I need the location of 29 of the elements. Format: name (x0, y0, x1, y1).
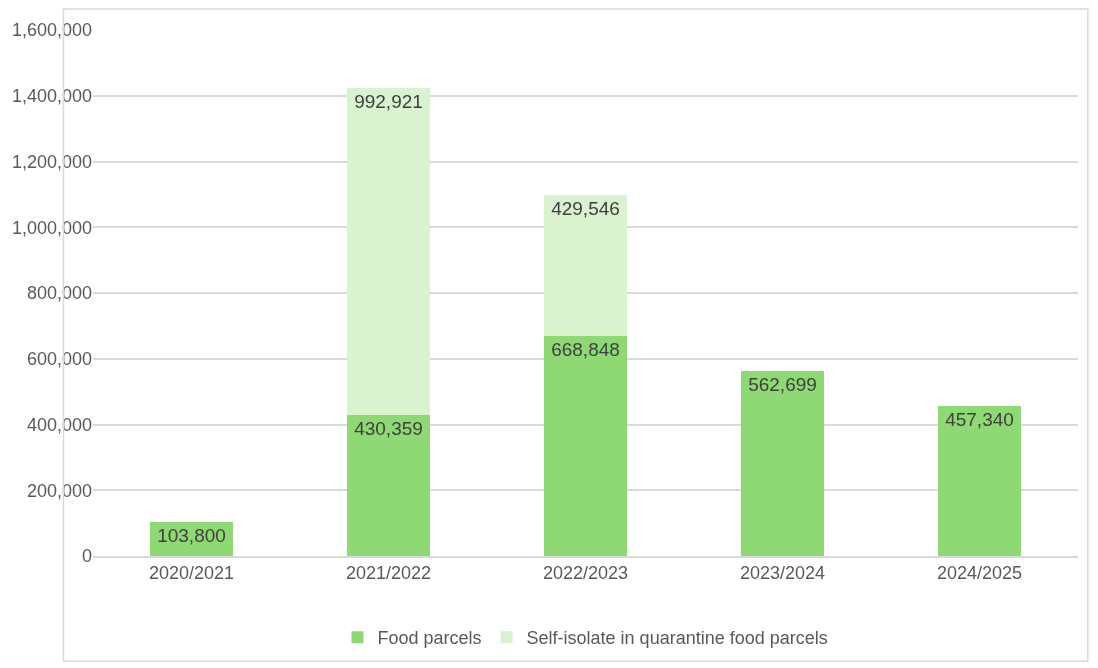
data-label: 562,699 (748, 374, 817, 396)
y-tick-label: 1,200,000 (11, 151, 92, 172)
bar (741, 371, 824, 556)
legend-label: Self-isolate in quarantine food parcels (526, 628, 828, 649)
bar (544, 336, 627, 556)
y-tick-label: 1,000,000 (11, 217, 92, 238)
bar (938, 405, 1021, 556)
y-tick-label: 200,000 (26, 480, 92, 501)
bar (347, 88, 430, 415)
x-tick-label: 2021/2022 (345, 563, 432, 584)
x-tick-label: 2020/2021 (148, 563, 235, 584)
y-tick-label: 800,000 (26, 283, 92, 304)
data-label: 668,848 (551, 339, 620, 361)
x-tick-label: 2022/2023 (542, 563, 629, 584)
bar (544, 194, 627, 337)
data-label: 457,340 (945, 408, 1014, 430)
legend-label: Food parcels (377, 628, 482, 649)
y-tick-label: 1,400,000 (11, 86, 92, 107)
data-label: 430,359 (354, 417, 423, 439)
x-tick-label: 2024/2025 (936, 563, 1023, 584)
bar (347, 414, 430, 556)
x-tick-label: 2023/2024 (739, 563, 826, 584)
y-tick-label: 400,000 (26, 414, 92, 435)
data-label: 103,800 (157, 524, 226, 546)
data-label: 429,546 (551, 197, 620, 219)
y-tick-label: 600,000 (26, 349, 92, 370)
y-tick-label: 0 (81, 546, 92, 567)
data-label: 992,921 (354, 91, 423, 113)
y-tick-label: 1,600,000 (11, 20, 92, 41)
